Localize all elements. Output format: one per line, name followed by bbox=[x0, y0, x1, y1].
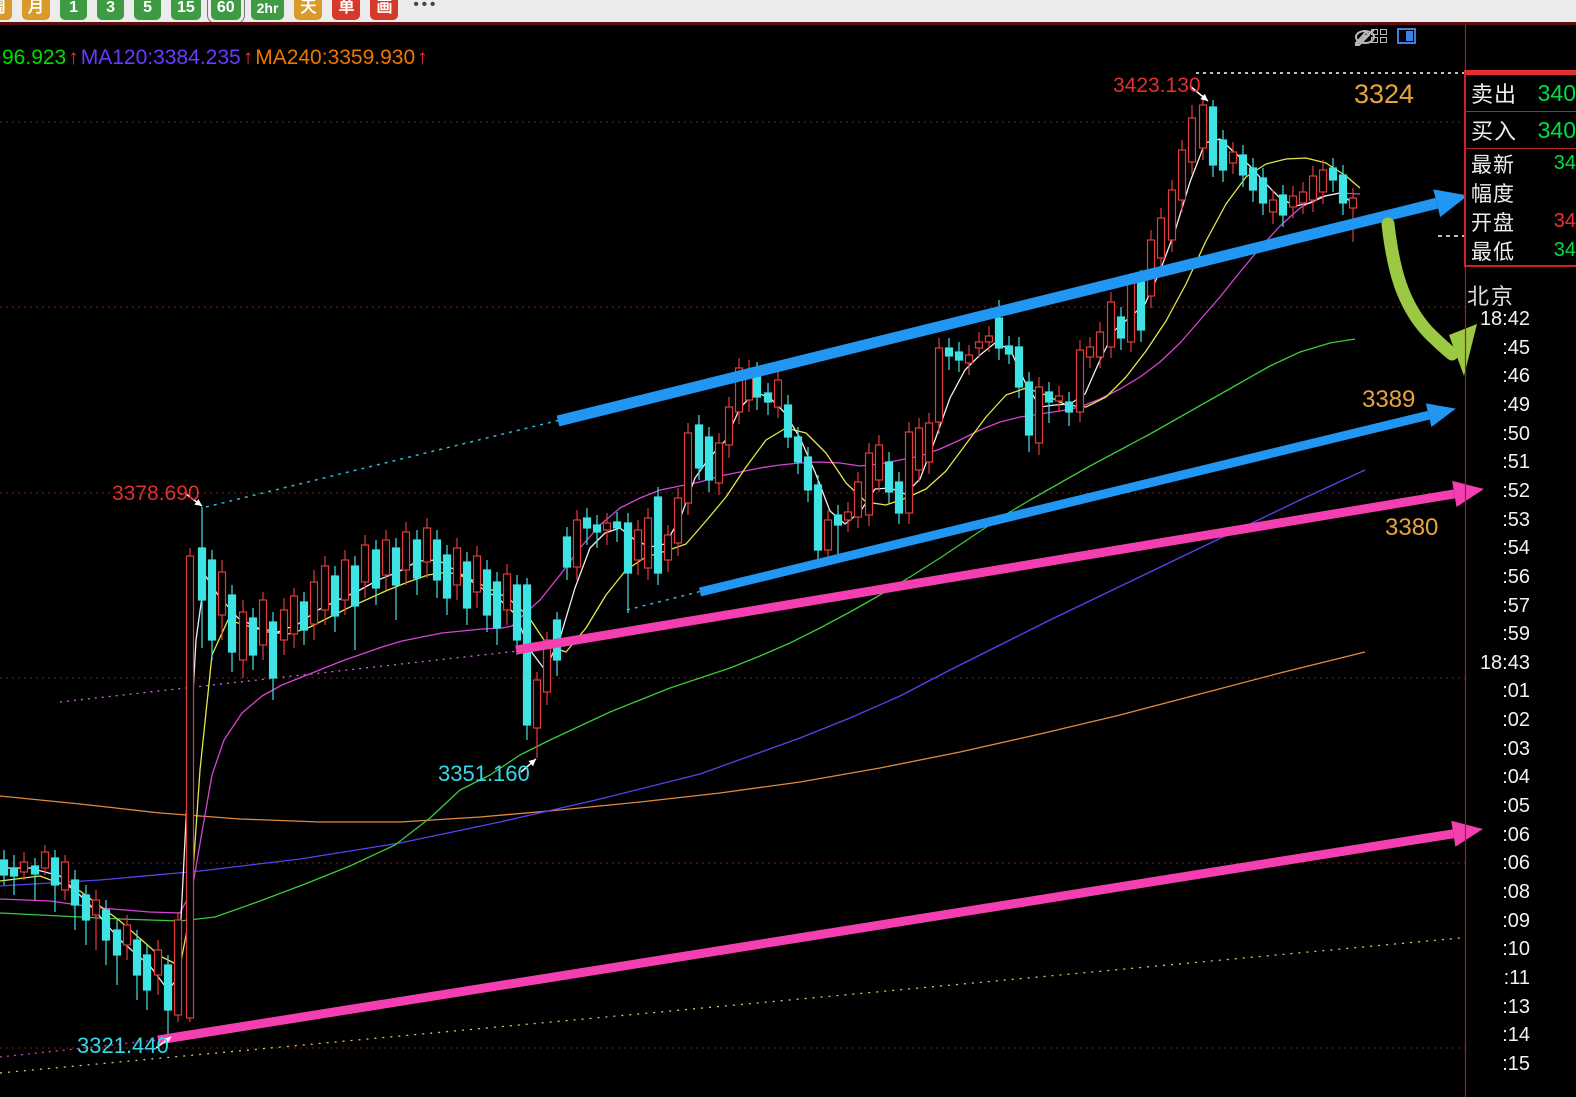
time-sales-row: :46 bbox=[1502, 365, 1530, 388]
quote-value: 34 bbox=[1553, 239, 1576, 261]
channel-mid-ext bbox=[626, 590, 703, 611]
bottom-yellow-dotted bbox=[0, 937, 1461, 1074]
channel-low-ext bbox=[59, 650, 519, 703]
panel-toggle-icon[interactable] bbox=[1397, 28, 1416, 44]
price-annotations: 3423.130 3324 3378.690 3389 3380 3351.160 3321… bbox=[77, 74, 1438, 1058]
time-sales-row: :51 bbox=[1502, 451, 1530, 474]
time-sales-row: :52 bbox=[1502, 479, 1530, 502]
ma-value: ↑ bbox=[242, 46, 254, 69]
quote-row-开盘: 开盘 34 bbox=[1466, 207, 1576, 236]
time-sales-row: :14 bbox=[1502, 1024, 1530, 1047]
quote-value: 34 bbox=[1553, 152, 1576, 174]
time-sales-row: :15 bbox=[1502, 1052, 1530, 1075]
ma-line-MA30 bbox=[0, 192, 1361, 914]
price-gridlines bbox=[0, 121, 1465, 1049]
timeframe-button-周[interactable]: 周 bbox=[0, 0, 13, 20]
price-label: 3423.130 bbox=[1113, 74, 1201, 97]
timeframe-button-15[interactable]: 15 bbox=[171, 0, 201, 20]
timezone-label: 北京 bbox=[1467, 284, 1516, 309]
upper-channel-arrow bbox=[556, 197, 1439, 427]
price-label: 3378.690 bbox=[112, 482, 200, 505]
quote-label: 最新 bbox=[1471, 153, 1515, 177]
mid-channel-arrow bbox=[698, 410, 1430, 597]
support-3380-arrow bbox=[515, 489, 1456, 655]
time-sales-row: :10 bbox=[1502, 938, 1530, 961]
time-sales-row: :56 bbox=[1502, 565, 1530, 588]
timeframe-button-60[interactable]: 60 bbox=[206, 0, 245, 22]
timeframe-button-天[interactable]: 天 bbox=[294, 0, 323, 20]
timeframe-button-画[interactable]: 画 bbox=[370, 0, 399, 20]
time-sales-row: :49 bbox=[1502, 393, 1530, 416]
quote-label: 幅度 bbox=[1471, 182, 1515, 206]
ma-value: 96.923 bbox=[2, 46, 67, 69]
timeframe-button-2hr[interactable]: 2hr bbox=[250, 0, 285, 20]
timeframe-button-月[interactable]: 月 bbox=[22, 0, 51, 20]
quote-label: 卖出 bbox=[1471, 82, 1518, 107]
time-sales-row: :04 bbox=[1502, 766, 1530, 789]
more-options-button[interactable]: ••• bbox=[413, 0, 439, 13]
quote-label: 最低 bbox=[1471, 240, 1515, 264]
drawn-trend-arrows[interactable] bbox=[157, 189, 1484, 1045]
quote-value: 340 bbox=[1537, 116, 1576, 143]
chart-tool-icons bbox=[1353, 28, 1416, 46]
timeframe-button-单[interactable]: 单 bbox=[332, 0, 361, 20]
time-sales-row: :06 bbox=[1502, 852, 1530, 875]
quote-label: 开盘 bbox=[1471, 211, 1515, 235]
time-sales-row: :06 bbox=[1502, 823, 1530, 846]
quote-row-卖出: 卖出 340 bbox=[1466, 75, 1576, 112]
time-sales-row: :53 bbox=[1502, 508, 1530, 531]
ma-line-MA120 bbox=[0, 469, 1366, 887]
time-sales-row: :54 bbox=[1502, 537, 1530, 560]
price-label: 3321.440 bbox=[77, 1033, 169, 1058]
candles bbox=[0, 95, 1358, 1035]
time-sales-row: 18:42 bbox=[1479, 308, 1530, 330]
time-sales-row: :01 bbox=[1502, 680, 1530, 703]
price-label: 3389 bbox=[1362, 386, 1415, 413]
time-sales-row: :05 bbox=[1502, 795, 1530, 818]
time-sales-row: :45 bbox=[1502, 336, 1530, 359]
ma-value: MA120:3384.235 bbox=[80, 46, 241, 69]
time-sales-row: :11 bbox=[1503, 966, 1530, 989]
quote-row-买入: 买入 340 bbox=[1466, 112, 1576, 149]
quote-row-幅度: 幅度 bbox=[1466, 178, 1576, 207]
quote-row-最低: 最低 34 bbox=[1466, 236, 1576, 265]
quote-label: 买入 bbox=[1471, 119, 1518, 144]
time-sales-row: :13 bbox=[1502, 995, 1530, 1018]
lower-support-arrow bbox=[157, 829, 1455, 1045]
green-marker-arrow[interactable] bbox=[1381, 217, 1477, 376]
time-sales-row: :09 bbox=[1502, 909, 1530, 932]
time-sales-row: :57 bbox=[1502, 594, 1530, 617]
ma-line-MA10 bbox=[0, 157, 1361, 967]
quote-panel: 卖出 340 买入 340 最新 34 幅度开盘 34 最低 34 bbox=[1464, 70, 1576, 267]
ma-indicator-readout: 96.923↑MA120:3384.235↑MA240:3359.930↑ bbox=[2, 46, 430, 70]
timeframe-button-5[interactable]: 5 bbox=[134, 0, 162, 20]
time-sales-row: :02 bbox=[1502, 709, 1530, 732]
ma-line-MA60 bbox=[0, 338, 1356, 922]
quote-row-最新: 最新 34 bbox=[1466, 149, 1576, 178]
time-sales-row: :50 bbox=[1502, 422, 1530, 445]
ma-value: ↑ bbox=[68, 46, 79, 69]
ma-line-MA240 bbox=[0, 651, 1366, 823]
price-label: 3380 bbox=[1385, 514, 1438, 541]
timeframe-button-3[interactable]: 3 bbox=[97, 0, 125, 20]
ma-value: MA240:3359.930 bbox=[255, 46, 416, 69]
ma-value: ↑ bbox=[417, 46, 428, 69]
quote-value: 34 bbox=[1553, 210, 1576, 232]
time-sales-row: :08 bbox=[1502, 881, 1530, 903]
annotation-pointer-arrows bbox=[155, 85, 1209, 1049]
price-label: 3351.160 bbox=[438, 761, 530, 786]
quote-value: 340 bbox=[1537, 79, 1576, 106]
channel-top-ext bbox=[205, 419, 561, 508]
time-sales-row: :03 bbox=[1502, 737, 1530, 760]
time-sales-row: 18:43 bbox=[1479, 651, 1530, 674]
timeframe-button-1[interactable]: 1 bbox=[60, 0, 88, 20]
time-sales-row: :59 bbox=[1502, 623, 1530, 646]
price-label: 3324 bbox=[1354, 79, 1414, 109]
